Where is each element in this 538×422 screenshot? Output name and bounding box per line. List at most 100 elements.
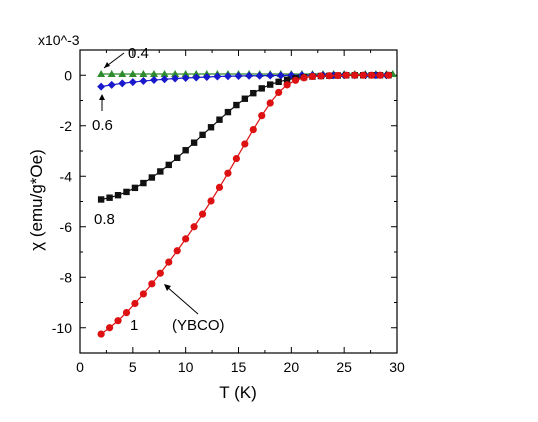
data-point (181, 69, 190, 77)
data-point (173, 247, 181, 255)
x-tick-label: 5 (129, 359, 137, 375)
annotation-0-4: 0.4 (128, 45, 149, 62)
data-point (148, 174, 156, 181)
data-point (97, 196, 105, 203)
data-point (190, 139, 198, 146)
y-axis-label: χ (emu/g*Oe) (27, 149, 46, 251)
data-point (181, 74, 190, 83)
annotation-0-8: 0.8 (94, 211, 115, 228)
data-point (241, 140, 249, 148)
data-point (139, 69, 148, 77)
data-point (255, 71, 264, 80)
data-point (266, 99, 274, 107)
data-point (160, 69, 169, 77)
y-tick-label: -10 (52, 320, 72, 336)
data-point (107, 80, 116, 89)
data-point (258, 85, 265, 92)
data-point (275, 78, 282, 86)
data-point (198, 210, 207, 218)
data-point (97, 330, 105, 338)
data-point (207, 124, 215, 131)
data-point (171, 69, 180, 77)
arrowhead-0-6 (99, 94, 105, 100)
y-tick-label: -8 (60, 269, 73, 285)
series-circle (97, 71, 393, 338)
data-point (207, 197, 215, 205)
data-point (114, 317, 122, 325)
data-point (233, 101, 240, 109)
data-point (317, 72, 325, 80)
data-point (182, 235, 190, 243)
series-square (97, 72, 392, 203)
data-point (118, 79, 127, 88)
annotation-ybco: (YBCO) (172, 317, 225, 334)
data-point (149, 76, 158, 85)
data-point (276, 71, 285, 80)
data-point (131, 299, 139, 308)
data-point (334, 71, 342, 80)
data-point (224, 169, 232, 177)
data-point (368, 71, 376, 79)
data-point (106, 194, 113, 201)
data-point (351, 71, 359, 79)
data-point (325, 72, 333, 80)
data-point (105, 324, 114, 332)
plot-frame (79, 49, 398, 354)
data-point (249, 125, 257, 134)
data-point (165, 258, 173, 266)
data-point (291, 76, 300, 84)
arrowhead-ybco (164, 284, 171, 291)
data-point (148, 280, 156, 288)
data-point (283, 81, 291, 89)
data-point (384, 71, 393, 79)
data-point (223, 72, 232, 81)
data-point (241, 95, 249, 102)
data-point (128, 69, 137, 77)
y-tick-label: -2 (60, 118, 73, 134)
data-point (216, 116, 223, 123)
data-point (376, 71, 384, 79)
data-point (215, 183, 224, 191)
data-point (359, 71, 367, 79)
data-point (250, 89, 257, 97)
data-point (190, 223, 198, 231)
data-point (139, 290, 147, 298)
data-point (202, 73, 211, 82)
data-point (266, 71, 275, 80)
x-tick-label: 30 (389, 359, 405, 375)
data-point (97, 82, 106, 91)
data-point (114, 191, 122, 199)
data-point (267, 81, 274, 88)
data-point (123, 188, 130, 196)
data-point (107, 69, 116, 77)
arrowhead-0-4 (104, 62, 110, 68)
y-tick-label: 0 (64, 67, 72, 83)
x-axis-label: T (K) (219, 383, 256, 402)
annotation-1: 1 (130, 317, 138, 334)
data-point (213, 72, 222, 81)
data-point (283, 76, 291, 83)
data-point (156, 269, 164, 277)
series-layer (97, 69, 397, 338)
data-point (139, 77, 148, 86)
data-point (232, 154, 240, 163)
data-point (192, 73, 201, 82)
x-tick-label: 20 (284, 359, 300, 375)
data-point (300, 74, 308, 82)
data-point (258, 112, 266, 120)
data-point (122, 309, 131, 317)
y-multiplier-label: x10^-3 (38, 32, 80, 48)
data-point (165, 161, 172, 169)
data-point (245, 71, 254, 80)
data-point (128, 78, 137, 87)
data-point (308, 72, 317, 81)
x-tick-label: 15 (231, 359, 247, 375)
data-point (192, 69, 201, 77)
data-point (275, 88, 283, 97)
axis-ticks: 0 5 10 15 20 25 30 0 -2 -4 -6 -8 -10 (52, 49, 405, 375)
annotations: 0.4 0.6 0.8 1 (YBCO) (92, 45, 225, 334)
data-point (199, 131, 206, 139)
data-point (149, 69, 158, 77)
data-point (234, 72, 243, 81)
